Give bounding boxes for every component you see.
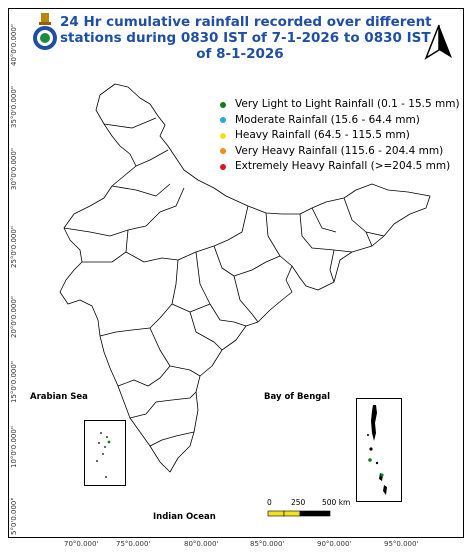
legend-item: Extremely Heavy Rainfall (>=204.5 mm) (220, 159, 460, 175)
legend-dot-orange (220, 148, 226, 155)
north-arrow-icon (424, 24, 452, 60)
map-frame (8, 8, 464, 538)
legend-item: Moderate Rainfall (15.6 - 64.4 mm) (220, 113, 460, 129)
legend-dot-red (220, 163, 226, 170)
state-boundary (125, 205, 249, 263)
lon-tick-85: 85°0.000' (250, 540, 285, 548)
legend-label: Very Heavy Rainfall (115.6 - 204.4 mm) (235, 144, 444, 157)
lakshadweep-islands (96, 432, 111, 478)
map-title: 24 Hr cumulative rainfall recorded over … (60, 14, 432, 62)
state-boundary (82, 229, 129, 263)
state-boundary (171, 303, 211, 313)
legend-item: Very Heavy Rainfall (115.6 - 204.4 mm) (220, 144, 460, 160)
scale-label-max: 500 km (322, 498, 351, 507)
title-line-1: 24 Hr cumulative rainfall recorded over … (60, 14, 432, 30)
andaman-nicobar-inset (356, 398, 402, 502)
lon-tick-95: 95°0.000' (384, 540, 419, 548)
title-line-2: stations during 0830 IST of 7-1-2026 to … (60, 30, 431, 46)
legend-dot-yellow (220, 132, 226, 139)
state-boundary (233, 275, 259, 323)
legend-dot-blue (220, 117, 226, 124)
lakshadweep-inset (84, 420, 126, 486)
state-boundary (265, 212, 281, 257)
lon-tick-80: 80°0.000' (184, 540, 219, 548)
lon-tick-70: 70°0.000' (64, 540, 99, 548)
legend-item: Heavy Rainfall (64.5 - 115.5 mm) (220, 128, 460, 144)
state-boundary (111, 183, 171, 197)
state-boundary (343, 197, 385, 237)
state-boundary (129, 391, 197, 419)
arabian-sea-label: Arabian Sea (30, 392, 88, 402)
state-boundary (149, 327, 201, 377)
state-boundary (135, 149, 169, 167)
legend-label: Very Light to Light Rainfall (0.1 - 15.5… (235, 98, 460, 110)
imd-emblem-icon (33, 13, 57, 50)
scale-bar (267, 510, 331, 517)
india-outline (59, 83, 431, 473)
state-boundary (63, 187, 185, 237)
title-line-3: of 8-1-2026 (196, 46, 284, 62)
state-boundary (117, 365, 171, 387)
state-boundary (103, 117, 157, 129)
state-boundary (365, 231, 373, 247)
state-boundary (329, 249, 335, 283)
state-boundary (195, 251, 247, 327)
rainfall-legend: Very Light to Light Rainfall (0.1 - 15.5… (220, 97, 460, 175)
indian-ocean-label: Indian Ocean (153, 512, 216, 522)
bay-of-bengal-label: Bay of Bengal (264, 392, 330, 402)
andaman-nicobar-islands (367, 405, 387, 495)
lon-tick-75: 75°0.000' (116, 540, 151, 548)
state-boundary (213, 245, 293, 277)
legend-dot-green (220, 101, 226, 108)
legend-label: Heavy Rainfall (64.5 - 115.5 mm) (235, 129, 410, 141)
state-boundary (149, 431, 195, 447)
legend-label: Extremely Heavy Rainfall (>=204.5 mm) (235, 160, 451, 172)
scale-label-mid: 250 (291, 498, 306, 507)
state-boundary (99, 259, 179, 337)
legend-label: Moderate Rainfall (15.6 - 64.4 mm) (235, 113, 420, 126)
state-boundary (311, 207, 337, 233)
lon-tick-90: 90°0.000' (317, 540, 352, 548)
legend-item: Very Light to Light Rainfall (0.1 - 15.5… (220, 97, 460, 113)
state-boundary (299, 213, 353, 253)
scale-label-zero: 0 (267, 498, 272, 507)
state-boundary (189, 311, 223, 351)
